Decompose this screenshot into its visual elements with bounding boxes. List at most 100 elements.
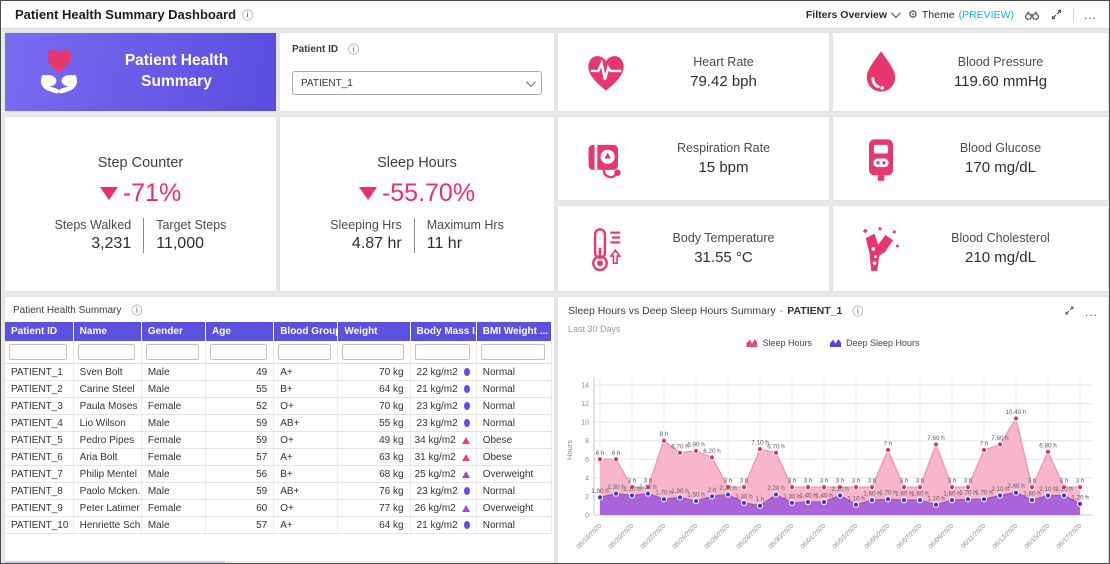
table-row[interactable]: PATIENT_1 Sven Bolt Male 49 A+ 70 kg 22 kg/m2 N…: [5, 363, 553, 381]
chart-point[interactable]: [884, 496, 892, 503]
chart-point[interactable]: [740, 499, 748, 507]
chart-point[interactable]: [1060, 492, 1068, 499]
fullscreen-icon[interactable]: [1050, 8, 1063, 21]
chart-point[interactable]: [980, 446, 988, 454]
chart-point[interactable]: [644, 484, 652, 491]
chart-point[interactable]: [884, 446, 892, 454]
column-header[interactable]: Blood Group: [273, 322, 339, 341]
chart-point[interactable]: [820, 498, 828, 506]
chart-point[interactable]: [708, 454, 716, 461]
chart-point[interactable]: [1044, 448, 1052, 455]
chart-point[interactable]: [1028, 497, 1036, 504]
chart-point[interactable]: [852, 501, 860, 508]
chart-maximize-icon[interactable]: [1064, 303, 1075, 321]
chart-point[interactable]: [1012, 415, 1020, 422]
chart-point[interactable]: [1012, 489, 1020, 496]
column-filter-input[interactable]: [9, 344, 67, 360]
table-row[interactable]: PATIENT_5 Pedro Pipes Female 59 O+ 49 kg 34 kg…: [5, 431, 553, 449]
preview-binoculars-icon[interactable]: [1024, 9, 1040, 21]
column-header[interactable]: Weight: [337, 322, 411, 341]
chart-point[interactable]: [932, 501, 940, 508]
table-row[interactable]: PATIENT_2 Carine Steel Male 55 B+ 64 kg 21 kg/…: [5, 380, 553, 398]
table-row[interactable]: PATIENT_8 Paolo Mcken... Male 59 AB+ 76 kg 23 …: [5, 482, 553, 500]
chart-point[interactable]: [916, 484, 924, 491]
chart-point[interactable]: [964, 484, 972, 491]
column-filter-input[interactable]: [480, 344, 545, 360]
chart-point[interactable]: [788, 499, 796, 507]
chart-point[interactable]: [628, 484, 636, 491]
more-menu-icon[interactable]: ...: [1083, 7, 1097, 22]
legend-item-deep-sleep-hours[interactable]: Deep Sleep Hours: [829, 338, 920, 348]
chart-point[interactable]: [692, 497, 700, 505]
chart-point[interactable]: [980, 496, 988, 503]
chart-point[interactable]: [1044, 492, 1052, 499]
chart-point[interactable]: [868, 484, 876, 491]
chart-point[interactable]: [740, 484, 748, 491]
chart-point[interactable]: [852, 484, 860, 491]
legend-item-sleep-hours[interactable]: Sleep Hours: [746, 338, 812, 348]
chart-point[interactable]: [1028, 484, 1036, 491]
column-filter-input[interactable]: [278, 344, 332, 360]
column-header[interactable]: BMI Weight ...: [476, 322, 553, 341]
column-filter-input[interactable]: [342, 344, 404, 360]
chart-point[interactable]: [1076, 500, 1084, 507]
chart-point[interactable]: [676, 494, 684, 501]
chart-point[interactable]: [1060, 484, 1068, 491]
chart-point[interactable]: [660, 437, 668, 444]
chart-point[interactable]: [996, 441, 1004, 448]
patient-table-info-icon[interactable]: ⓘ: [131, 305, 143, 317]
chart-point[interactable]: [660, 496, 668, 503]
column-header[interactable]: Name: [73, 322, 142, 341]
table-row[interactable]: PATIENT_4 Lio Wilson Male 59 AB+ 55 kg 23 kg/m…: [5, 414, 553, 432]
chart-point[interactable]: [596, 456, 604, 463]
chart-point[interactable]: [612, 490, 620, 497]
column-header[interactable]: Body Mass I...: [410, 322, 477, 341]
chart-point[interactable]: [756, 445, 764, 453]
chart-point[interactable]: [756, 502, 764, 509]
chart-point[interactable]: [804, 484, 812, 491]
table-row[interactable]: PATIENT_7 Philip Mentel Male 56 B+ 68 kg 25 kg…: [5, 465, 553, 483]
patient-id-info-icon[interactable]: ⓘ: [348, 44, 360, 56]
column-filter-input[interactable]: [145, 344, 200, 360]
chart-point[interactable]: [964, 496, 972, 503]
column-header[interactable]: Patient ID: [5, 322, 74, 341]
table-row[interactable]: PATIENT_9 Peter Latimer Female 60 O+ 77 kg 26 …: [5, 499, 553, 517]
chart-point[interactable]: [692, 447, 700, 455]
chart-point[interactable]: [596, 494, 604, 501]
chart-point[interactable]: [708, 493, 716, 500]
chart-point[interactable]: [820, 484, 828, 491]
patient-id-select[interactable]: PATIENT_1: [292, 71, 542, 95]
chart-point[interactable]: [868, 497, 876, 504]
filters-overview-button[interactable]: Filters Overview: [806, 8, 901, 21]
chart-more-icon[interactable]: ...: [1084, 305, 1098, 319]
chart-point[interactable]: [676, 449, 684, 456]
chart-point[interactable]: [948, 484, 956, 491]
column-header[interactable]: Gender: [141, 322, 207, 341]
chart-point[interactable]: [788, 484, 796, 491]
chart-point[interactable]: [628, 492, 636, 499]
chart-point[interactable]: [836, 492, 844, 499]
chart-point[interactable]: [772, 491, 780, 498]
chart-point[interactable]: [932, 441, 940, 448]
column-header[interactable]: Age: [205, 322, 275, 341]
chart-point[interactable]: [948, 497, 956, 504]
chart-point[interactable]: [900, 497, 908, 504]
chart-point[interactable]: [996, 492, 1004, 499]
chart-point[interactable]: [724, 484, 732, 491]
theme-button[interactable]: ⚙ Theme (PREVIEW): [908, 8, 1014, 22]
table-row[interactable]: PATIENT_6 Aria Bolt Female 57 A+ 63 kg 31 kg/m…: [5, 448, 553, 466]
chart-point[interactable]: [724, 491, 732, 498]
chart-point[interactable]: [612, 456, 620, 463]
chart-point[interactable]: [772, 449, 780, 456]
column-filter-input[interactable]: [210, 344, 268, 360]
chart-point[interactable]: [900, 484, 908, 491]
column-filter-input[interactable]: [77, 344, 135, 360]
dashboard-info-icon[interactable]: ⓘ: [242, 9, 254, 22]
chart-point[interactable]: [916, 497, 924, 504]
chart-point[interactable]: [804, 498, 812, 506]
chart-point[interactable]: [836, 484, 844, 491]
table-row[interactable]: PATIENT_3 Paula Moses Female 52 O+ 70 kg 23 kg…: [5, 397, 553, 415]
chart-point[interactable]: [1076, 484, 1084, 491]
